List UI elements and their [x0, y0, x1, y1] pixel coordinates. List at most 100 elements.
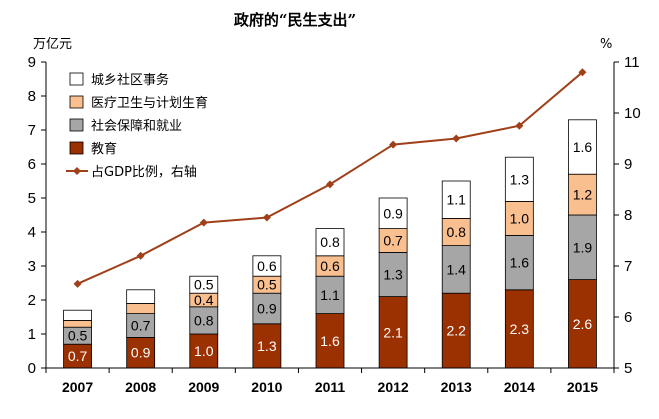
bar-data-label: 2.2: [446, 323, 466, 339]
bar-segment: [504, 156, 534, 202]
chart-title: 政府的“民生支出”: [234, 11, 356, 29]
legend-label: 社会保障和就业: [91, 118, 182, 134]
bar-data-label: 0.9: [383, 205, 403, 221]
x-tick-label: 2015: [567, 379, 598, 395]
right-tick-label: 6: [624, 309, 632, 326]
bar-segment: [504, 234, 534, 291]
bar-segment: [189, 333, 219, 369]
left-tick-label: 3: [28, 258, 36, 275]
bar-data-label: 1.6: [320, 333, 340, 349]
bar-data-label: 0.5: [257, 277, 277, 293]
bar-data-label: 0.8: [194, 312, 214, 328]
bar-data-label: 1.1: [446, 192, 466, 208]
bar-segment: [126, 289, 156, 304]
legend-swatch: [69, 118, 84, 132]
bar-segment: [252, 255, 282, 277]
plot-area: 0.70.50.90.71.00.80.40.51.30.90.50.61.61…: [28, 54, 641, 395]
legend-label: 占GDP比例，右轴: [91, 165, 197, 180]
bar-segment: [504, 200, 534, 236]
bar-data-label: 0.5: [194, 277, 214, 293]
gdp-ratio-point: [578, 68, 587, 77]
right-tick-label: 5: [624, 360, 632, 377]
gdp-ratio-point: [262, 213, 271, 222]
legend-swatch: [69, 141, 84, 155]
bar-data-label: 1.6: [510, 255, 530, 271]
bar-data-label: 0.7: [68, 348, 88, 364]
left-tick-label: 5: [28, 190, 36, 207]
left-tick-label: 0: [28, 360, 36, 377]
x-tick-label: 2010: [251, 379, 282, 395]
gdp-ratio-point: [136, 251, 145, 260]
bar-data-label: 0.5: [68, 328, 88, 344]
bar-data-label: 1.3: [257, 338, 277, 354]
bar-data-label: 0.8: [446, 224, 466, 240]
bar-segment: [378, 197, 408, 230]
bar-data-label: 0.4: [194, 292, 214, 308]
bar-data-label: 0.9: [257, 301, 277, 317]
gdp-ratio-point: [452, 134, 461, 143]
x-tick-label: 2007: [62, 379, 93, 395]
bar-data-label: 2.6: [573, 316, 593, 332]
gdp-ratio-point: [326, 180, 334, 189]
bar-segment: [252, 292, 282, 325]
bar-segment: [126, 302, 156, 314]
legend-marker: [73, 167, 81, 175]
x-tick-label: 2009: [188, 379, 219, 395]
bar-data-label: 1.1: [320, 287, 340, 303]
left-tick-label: 2: [28, 292, 36, 309]
legend-label: 城乡社区事务: [91, 72, 169, 88]
left-tick-label: 4: [28, 224, 36, 241]
bar-data-label: 1.3: [383, 267, 403, 283]
right-tick-label: 8: [624, 207, 632, 224]
x-tick-label: 2008: [125, 379, 156, 395]
bar-data-label: 1.0: [194, 343, 214, 359]
left-tick-label: 1: [28, 326, 36, 343]
bar-data-label: 0.7: [131, 318, 151, 334]
gdp-ratio-point: [515, 121, 524, 130]
bar-data-label: 2.3: [510, 321, 530, 337]
bar-data-label: 0.6: [320, 258, 340, 274]
right-tick-label: 11: [624, 54, 640, 71]
x-tick-label: 2013: [441, 379, 472, 395]
bar-data-label: 1.0: [510, 210, 530, 226]
left-tick-label: 8: [28, 88, 36, 105]
bar-segment: [63, 319, 92, 328]
bar-segment: [568, 214, 597, 280]
legend-label: 教育: [91, 141, 117, 157]
bar-segment: [504, 289, 534, 369]
bar-segment: [441, 217, 471, 246]
right-tick-label: 7: [624, 258, 632, 275]
bar-data-label: 0.9: [131, 345, 151, 361]
bar-data-label: 0.8: [320, 234, 340, 250]
bar-segment: [441, 292, 471, 369]
right-tick-label: 9: [624, 156, 632, 173]
bar-data-label: 1.2: [573, 187, 593, 203]
bar-segment: [441, 180, 471, 219]
legend-swatch: [69, 95, 84, 109]
bar-data-label: 0.7: [383, 233, 403, 249]
gdp-ratio-point: [199, 218, 208, 227]
right-axis-unit: %: [600, 37, 612, 52]
bar-segment: [315, 228, 345, 257]
bar-data-label: 1.4: [446, 261, 466, 277]
bar-segment: [63, 309, 92, 321]
bar-data-label: 1.9: [573, 239, 593, 255]
x-tick-label: 2012: [378, 379, 409, 395]
bar-segment: [441, 245, 471, 294]
x-tick-label: 2011: [315, 379, 346, 395]
bar-segment: [568, 173, 597, 216]
bar-segment: [378, 296, 408, 369]
right-tick-label: 10: [624, 105, 641, 122]
bar-segment: [315, 275, 345, 315]
bar-data-label: 1.3: [510, 171, 530, 187]
bar-segment: [568, 119, 597, 175]
bar-data-label: 1.6: [573, 139, 593, 155]
bar-segment: [252, 323, 282, 369]
left-axis-unit: 万亿元: [33, 37, 72, 52]
left-tick-label: 6: [28, 156, 36, 173]
gdp-ratio-point: [389, 140, 398, 149]
bar-data-label: 0.6: [257, 258, 277, 274]
bar-segment: [189, 275, 219, 294]
